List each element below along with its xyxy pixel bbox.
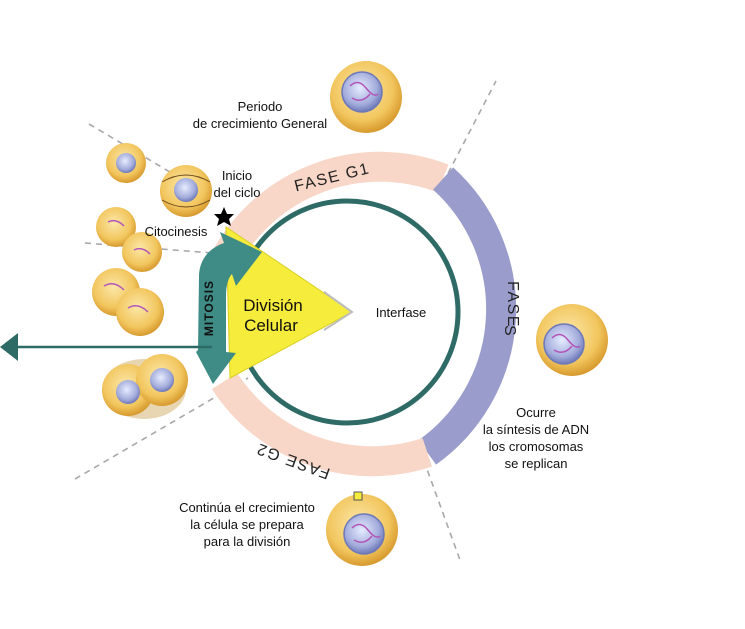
- division-label-line2: Celular: [244, 316, 298, 335]
- cell-icon: [326, 491, 398, 566]
- triangle-tip-outline: [323, 291, 354, 331]
- exit-arrow-head: [0, 333, 18, 361]
- continua-label-line1: Continúa el crecimiento: [179, 500, 315, 515]
- g1-band: [212, 151, 449, 266]
- dividing-cell-icon: [96, 207, 162, 272]
- citocinesis-label: Citocinesis: [145, 224, 208, 239]
- dividing-cell-icon: [92, 268, 164, 336]
- cell-icon: [536, 304, 608, 376]
- mitosis-label: MITOSIS: [202, 280, 216, 336]
- interfase-label: Interfase: [376, 305, 427, 320]
- division-label-line1: División: [243, 296, 303, 315]
- phase-ring: [211, 151, 517, 477]
- fase-s-word: FASE: [504, 281, 521, 328]
- ocurre-label-line4: se replican: [505, 456, 568, 471]
- periodo-label-line2: de crecimiento General: [193, 116, 328, 131]
- inicio-label-line1: Inicio: [222, 168, 252, 183]
- fase-s-letter: S: [501, 325, 518, 337]
- continua-label-line3: para la división: [204, 534, 291, 549]
- ocurre-label-line1: Ocurre: [516, 405, 556, 420]
- star-icon: [214, 207, 234, 226]
- ocurre-label-line3: los cromosomas: [489, 439, 584, 454]
- g2-band: [211, 372, 432, 477]
- cell-icon: [330, 61, 402, 133]
- division-triangle: [225, 226, 353, 379]
- s-band: [418, 167, 517, 465]
- dividing-cell-icon: [160, 165, 212, 217]
- inicio-label-line2: del ciclo: [214, 185, 261, 200]
- periodo-label-line1: Periodo: [238, 99, 283, 114]
- dividing-cell-icon: [106, 143, 146, 183]
- continua-label-line2: la célula se prepara: [190, 517, 304, 532]
- mitosis-arrow: [196, 232, 262, 384]
- ocurre-label-line2: la síntesis de ADN: [483, 422, 589, 437]
- dividing-cell-icon: [102, 354, 188, 419]
